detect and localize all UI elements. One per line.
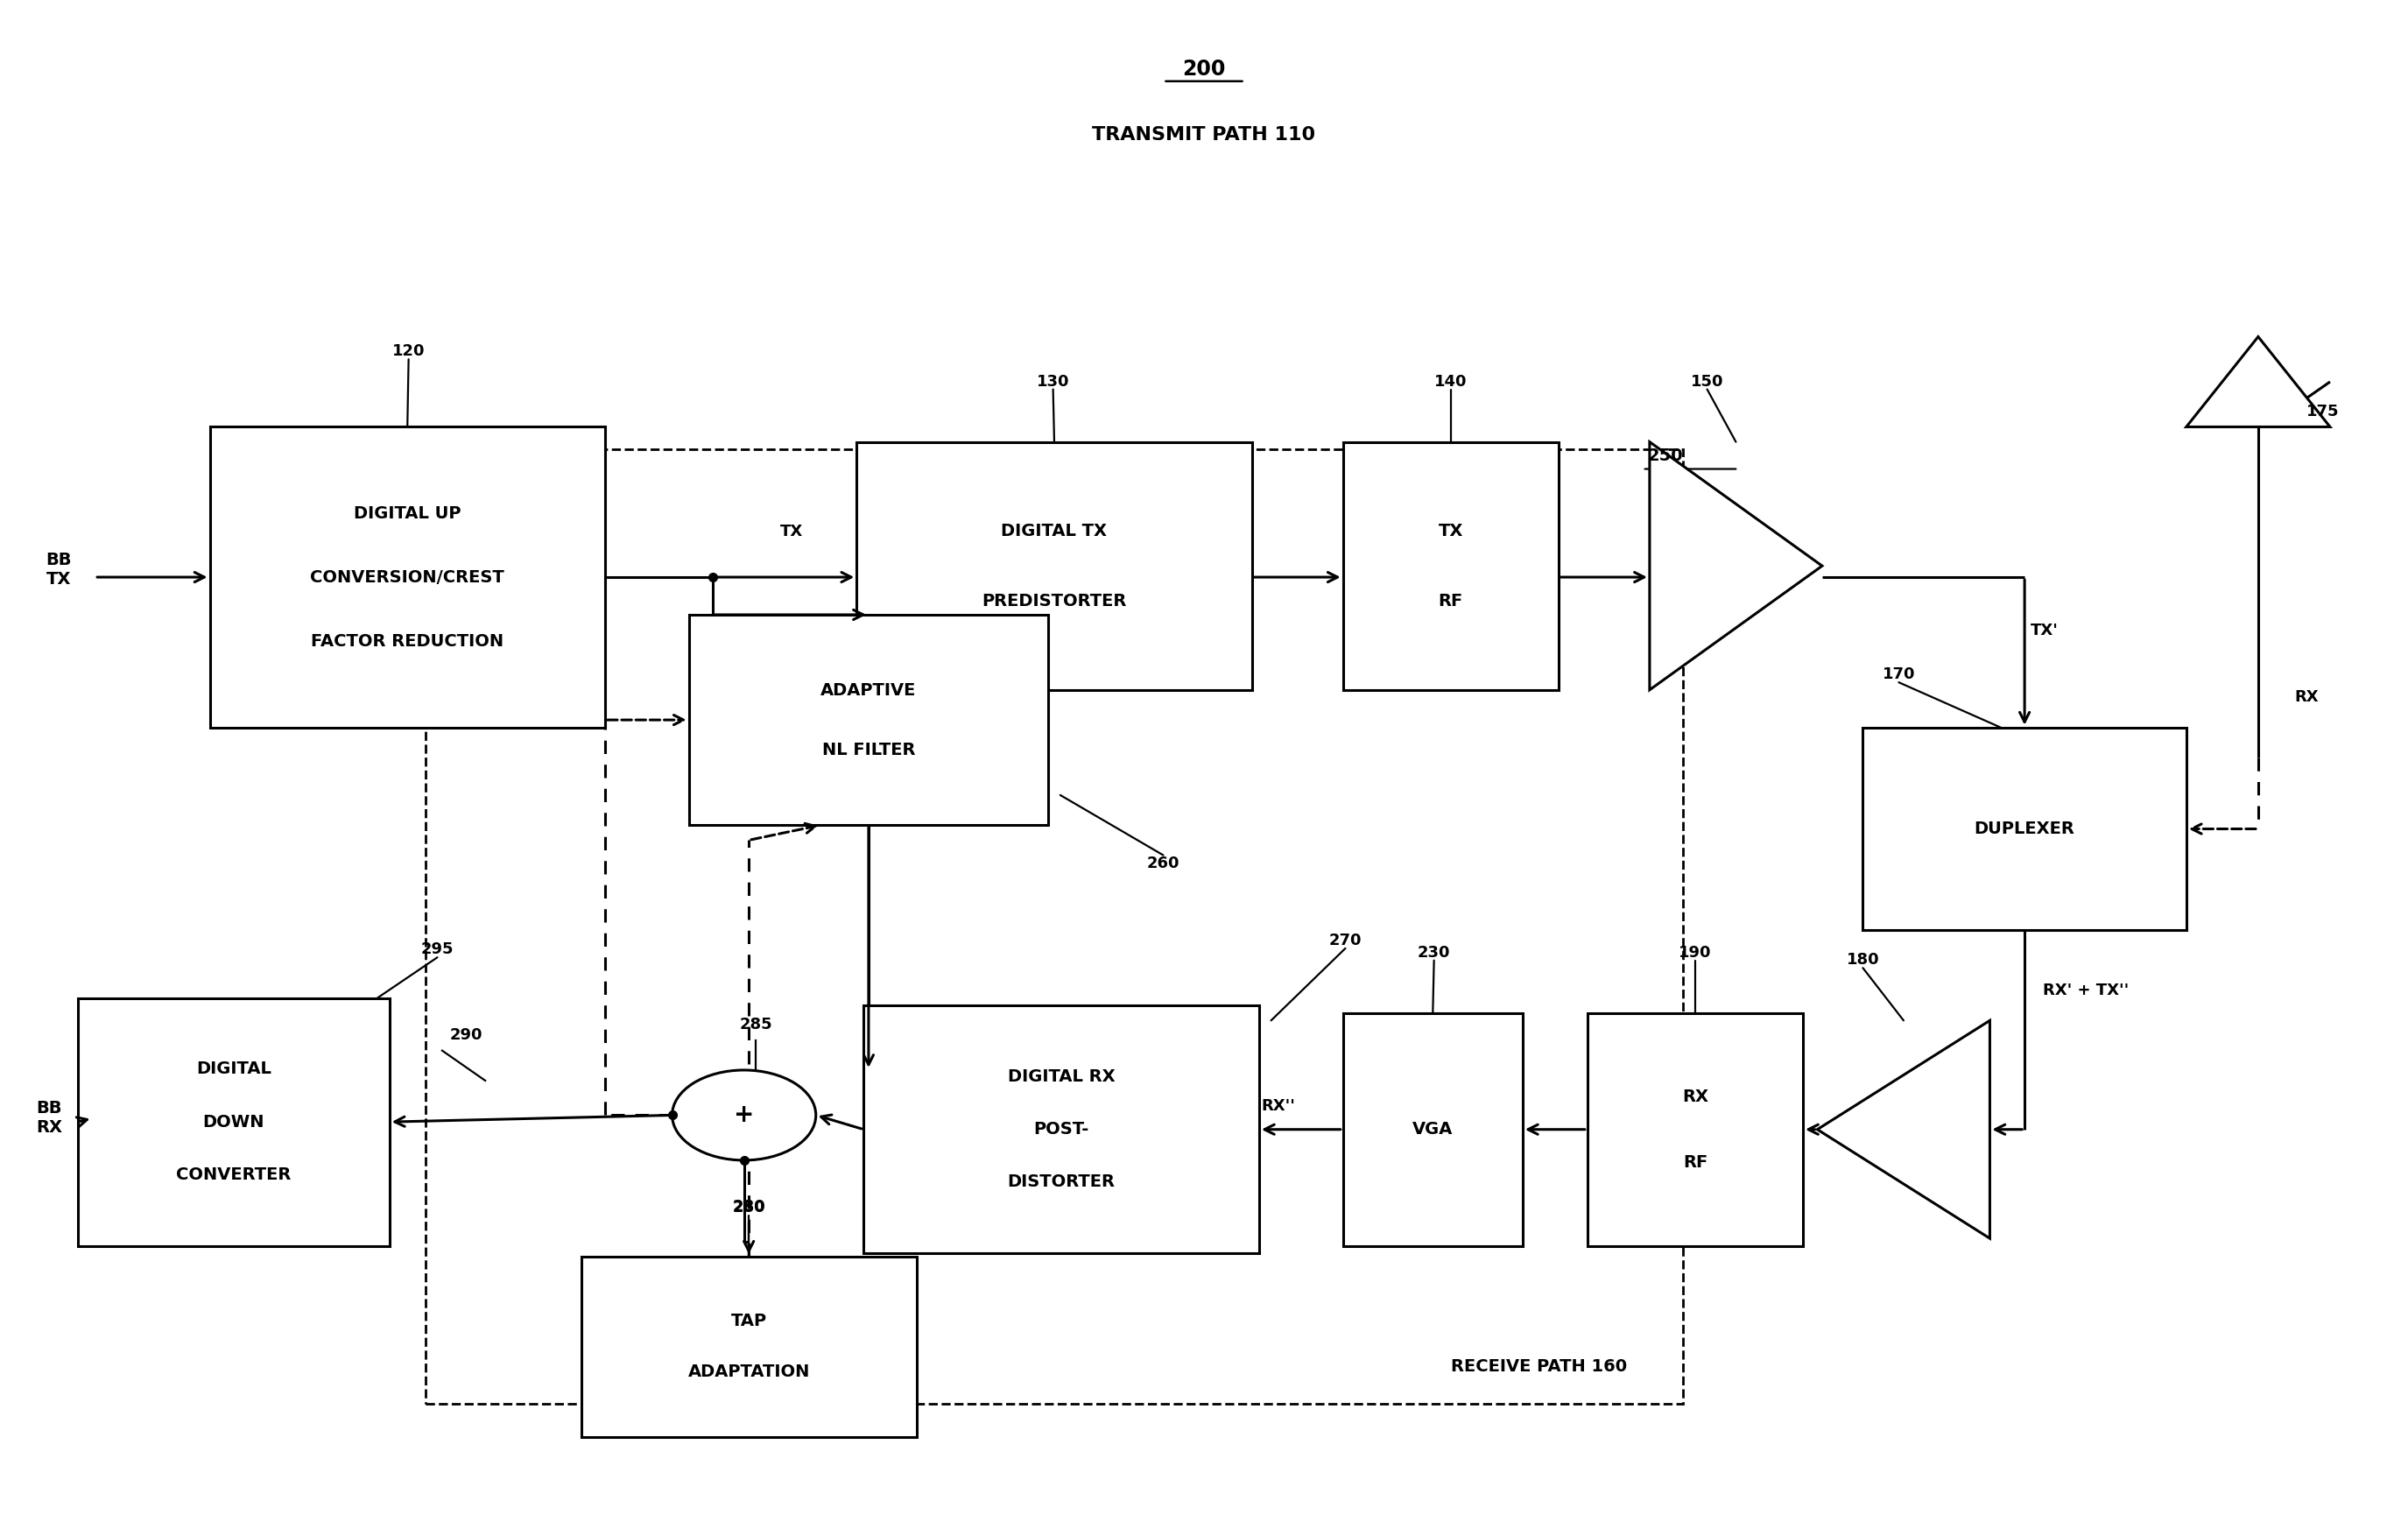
Text: TRANSMIT PATH 110: TRANSMIT PATH 110 (1093, 126, 1315, 144)
Text: RX: RX (2295, 689, 2319, 706)
Text: 285: 285 (739, 1017, 773, 1033)
Bar (1587, 1014, 1804, 1245)
Text: RX'': RX'' (1262, 1098, 1296, 1114)
Text: DOWN: DOWN (202, 1114, 265, 1130)
Bar (209, 427, 604, 727)
Text: TX: TX (780, 524, 804, 539)
Text: 150: 150 (1690, 374, 1724, 389)
Text: TX: TX (1438, 523, 1464, 539)
Text: DUPLEXER: DUPLEXER (1975, 821, 2076, 838)
Bar (1864, 727, 2186, 930)
Text: DIGITAL: DIGITAL (195, 1060, 272, 1077)
Polygon shape (1649, 442, 1823, 689)
Text: +: + (734, 1103, 754, 1127)
Text: ADAPTIVE: ADAPTIVE (821, 682, 917, 698)
Bar (77, 998, 390, 1245)
Bar (864, 1006, 1259, 1253)
Text: 120: 120 (393, 344, 424, 359)
Text: 200: 200 (1182, 59, 1226, 80)
Text: 280: 280 (732, 1200, 766, 1217)
Text: BB
TX: BB TX (46, 551, 72, 588)
Text: BB
RX: BB RX (36, 1100, 63, 1136)
Text: POST-: POST- (1033, 1121, 1088, 1138)
Bar (426, 450, 1683, 1404)
Text: 140: 140 (1435, 374, 1466, 389)
Text: CONVERSION/CREST: CONVERSION/CREST (311, 568, 503, 585)
Text: VGA: VGA (1413, 1121, 1452, 1138)
Polygon shape (1818, 1021, 1989, 1238)
Bar (689, 615, 1047, 826)
Circle shape (672, 1070, 816, 1160)
Text: DISTORTER: DISTORTER (1007, 1174, 1115, 1191)
Text: RECEIVE PATH 160: RECEIVE PATH 160 (1452, 1357, 1628, 1374)
Text: RX' + TX'': RX' + TX'' (2042, 983, 2129, 998)
Text: 270: 270 (1329, 933, 1363, 948)
Text: DIGITAL TX: DIGITAL TX (1002, 523, 1108, 539)
Text: 175: 175 (2307, 405, 2338, 420)
Text: 190: 190 (1678, 945, 1712, 961)
Text: 250: 250 (1647, 448, 1683, 465)
Text: FACTOR REDUCTION: FACTOR REDUCTION (311, 633, 503, 650)
Text: 230: 230 (1418, 945, 1450, 961)
Bar (1344, 1014, 1522, 1245)
Text: 280: 280 (732, 1198, 766, 1215)
Text: 295: 295 (421, 942, 453, 957)
Text: 170: 170 (1883, 667, 1914, 682)
Text: RF: RF (1683, 1154, 1707, 1171)
Text: 290: 290 (450, 1027, 482, 1042)
Polygon shape (2186, 336, 2331, 427)
Text: ADAPTATION: ADAPTATION (689, 1364, 809, 1380)
Text: 260: 260 (1146, 854, 1180, 871)
Text: PREDISTORTER: PREDISTORTER (982, 592, 1127, 609)
Bar (580, 1256, 917, 1436)
Bar (857, 442, 1252, 689)
Text: DIGITAL RX: DIGITAL RX (1009, 1068, 1115, 1085)
Text: 180: 180 (1847, 951, 1878, 968)
Text: RF: RF (1438, 592, 1464, 609)
Text: TX': TX' (2030, 623, 2059, 638)
Text: TAP: TAP (730, 1312, 766, 1329)
Text: CONVERTER: CONVERTER (176, 1167, 291, 1183)
Text: NL FILTER: NL FILTER (821, 741, 915, 758)
Bar (1344, 442, 1558, 689)
Text: DIGITAL UP: DIGITAL UP (354, 504, 460, 521)
Text: 130: 130 (1038, 374, 1069, 389)
Text: RX: RX (1683, 1088, 1707, 1104)
